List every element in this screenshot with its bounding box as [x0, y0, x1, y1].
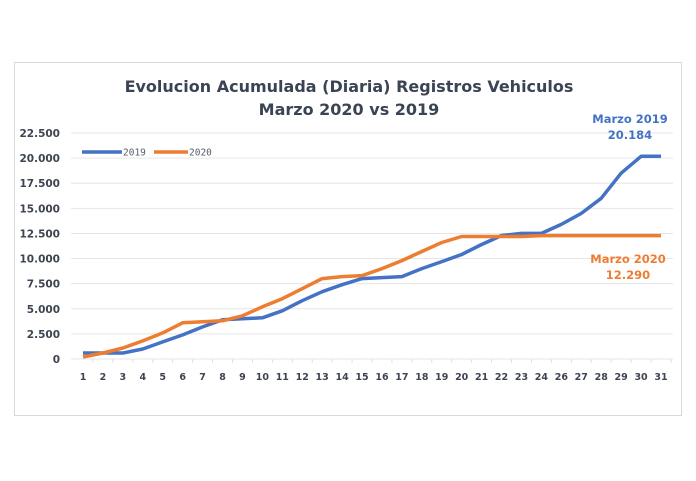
series-line-2019: [83, 154, 661, 355]
x-tick-label: 12: [296, 372, 309, 383]
x-tick-label: 4: [139, 372, 146, 383]
chart-title: Evolucion Acumulada (Diaria) Registros V…: [125, 77, 574, 96]
x-tick-label: 31: [654, 372, 667, 383]
x-tick-label: 15: [355, 372, 368, 383]
x-tick-label: 8: [219, 372, 226, 383]
series-line-2020: [82, 233, 661, 359]
x-tick-label: 7: [199, 372, 206, 383]
x-tick-label: 18: [415, 372, 429, 383]
x-tick-label: 21: [475, 372, 488, 383]
x-tick-label: 1: [80, 372, 87, 383]
annotation-2020-label: Marzo 2020: [590, 252, 665, 266]
y-tick-label: 10.000: [19, 254, 60, 266]
x-tick-label: 29: [615, 372, 628, 383]
x-tick-label: 26: [555, 372, 569, 383]
x-tick-label: 14: [335, 372, 349, 383]
x-tick-label: 13: [316, 372, 329, 383]
y-tick-label: 12.500: [19, 228, 60, 240]
x-tick-label: 22: [495, 372, 508, 383]
y-tick-label: 17.500: [19, 178, 60, 190]
x-axis: 1 2 3 4 5 6 7 8 9 10 11 12 13 14 15 16 17 18 19 20 21 22 23 24 2…: [80, 359, 672, 383]
legend: 2019 2020: [82, 148, 212, 159]
x-tick-label: 19: [435, 372, 448, 383]
x-tick-label: 6: [179, 372, 186, 383]
annotation-2019-value: 20.184: [608, 128, 652, 142]
x-tick-label: 5: [159, 372, 166, 383]
annotations: Marzo 2019 20.184 Marzo 2020 12.290: [590, 112, 667, 282]
y-tick-label: 2.500: [27, 329, 60, 341]
x-tick-label: 3: [120, 372, 127, 383]
x-tick-label: 11: [276, 372, 289, 383]
chart-subtitle: Marzo 2020 vs 2019: [259, 100, 440, 119]
y-tick-label: 7.500: [27, 279, 60, 291]
x-tick-label: 28: [595, 372, 609, 383]
legend-label-2020: 2020: [189, 148, 212, 159]
x-tick-label: 9: [239, 372, 246, 383]
x-tick-label: 27: [575, 372, 588, 383]
y-tick-label: 5.000: [27, 304, 60, 316]
annotation-2019-label: Marzo 2019: [592, 112, 667, 126]
x-tick-label: 2: [100, 372, 107, 383]
line-chart: Evolucion Acumulada (Diaria) Registros V…: [19, 77, 673, 383]
x-tick-label: 30: [634, 372, 648, 383]
x-tick-label: 10: [256, 372, 270, 383]
x-tick-label: 20: [455, 372, 469, 383]
y-tick-label: 15.000: [19, 203, 60, 215]
gridlines: [71, 132, 673, 360]
x-tick-label: 17: [395, 372, 408, 383]
chart-container: Evolucion Acumulada (Diaria) Registros V…: [14, 62, 682, 416]
y-axis: 0 2.500 5.000 7.500 10.000 12.500 15.000 17.500…: [19, 128, 60, 366]
x-tick-label: 23: [515, 372, 528, 383]
x-tick-label: 24: [535, 372, 549, 383]
annotation-2020-value: 12.290: [606, 268, 650, 282]
y-tick-label: 0: [53, 354, 60, 366]
x-tick-label: 16: [375, 372, 389, 383]
y-tick-label: 20.000: [19, 153, 60, 165]
legend-label-2019: 2019: [123, 148, 146, 159]
series-lines: [82, 154, 662, 359]
y-tick-label: 22.500: [19, 128, 60, 140]
